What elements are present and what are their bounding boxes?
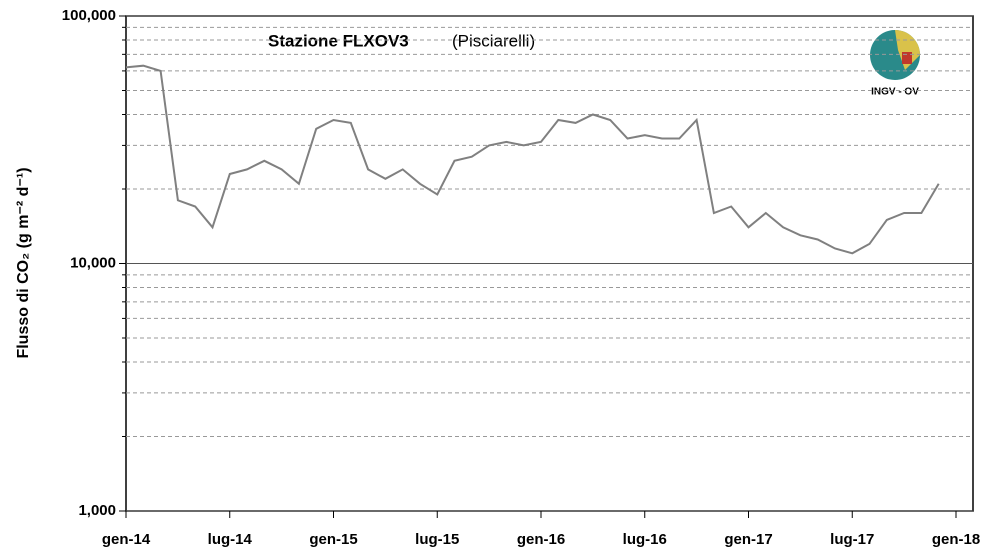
chart-subtitle: (Pisciarelli) — [452, 31, 535, 50]
data-line — [125, 64, 940, 255]
x-tick-label: gen-17 — [724, 531, 772, 548]
y-axis-label: Flusso di CO₂ (g m⁻² d⁻¹) — [15, 167, 32, 358]
logo-text: INGV - OV — [871, 87, 919, 98]
x-tick-label: gen-14 — [102, 531, 151, 548]
y-tick-label: 10,000 — [70, 254, 116, 271]
x-tick-label: gen-18 — [932, 531, 980, 548]
x-tick-label: lug-17 — [830, 531, 874, 548]
y-tick-label: 100,000 — [62, 7, 116, 24]
logo-mark — [902, 52, 912, 64]
x-tick-label: lug-15 — [415, 531, 459, 548]
x-tick-label: gen-16 — [517, 531, 565, 548]
chart-title: Stazione FLXOV3 — [268, 31, 409, 50]
y-tick-label: 1,000 — [78, 502, 116, 519]
x-tick-label: gen-15 — [309, 531, 357, 548]
x-tick-label: lug-14 — [208, 531, 253, 548]
x-tick-label: lug-16 — [623, 531, 667, 548]
grid — [122, 15, 973, 512]
title-box — [258, 27, 568, 57]
